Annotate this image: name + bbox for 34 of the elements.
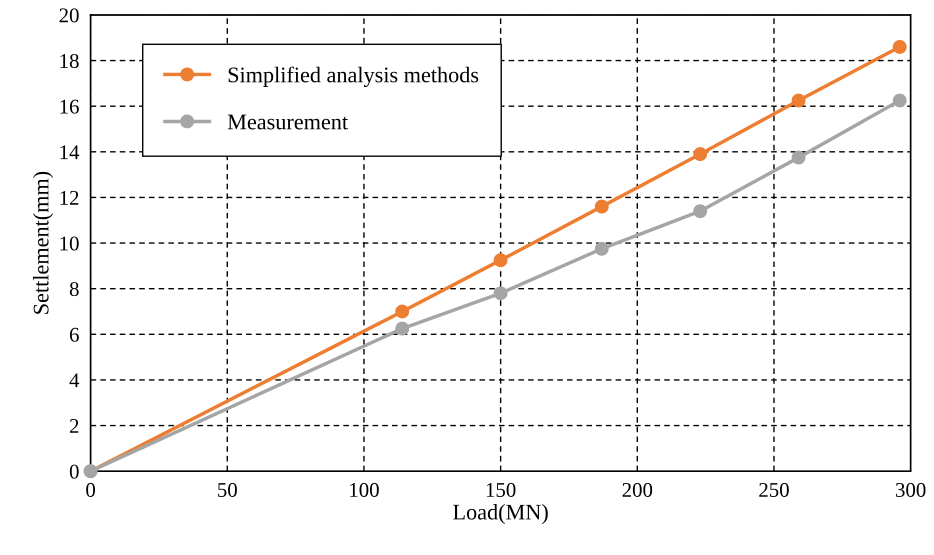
y-tick-label: 0 bbox=[70, 464, 79, 479]
y-tick-label: 12 bbox=[60, 190, 78, 205]
point bbox=[494, 286, 508, 300]
y-tick-label: 14 bbox=[60, 145, 80, 160]
x-tick-label: 150 bbox=[486, 482, 516, 497]
y-tick-label: 20 bbox=[60, 8, 79, 22]
point bbox=[693, 204, 708, 218]
point bbox=[494, 253, 508, 268]
x-tick-label: 300 bbox=[896, 482, 926, 497]
y-tick-label: 8 bbox=[70, 282, 79, 296]
y-tick-label: 10 bbox=[60, 236, 79, 251]
y-tick-label: 6 bbox=[70, 328, 79, 342]
x-tick-label: 200 bbox=[622, 482, 652, 497]
point bbox=[693, 147, 708, 162]
point bbox=[594, 200, 609, 214]
x-axis-title: Load(MN) bbox=[453, 504, 548, 524]
legend-label: Simplified analysis methods bbox=[228, 66, 478, 88]
point bbox=[594, 242, 609, 256]
x-tick-label: 250 bbox=[759, 482, 789, 497]
y-tick-label: 18 bbox=[60, 54, 79, 68]
y-tick-label: 2 bbox=[70, 419, 78, 433]
point bbox=[792, 150, 806, 164]
x-tick-label: 100 bbox=[350, 482, 379, 497]
point bbox=[395, 304, 410, 318]
y-tick-label: 16 bbox=[60, 100, 79, 114]
legend-label: Measurement bbox=[228, 114, 348, 130]
y-tick-label: 4 bbox=[69, 373, 80, 388]
point bbox=[395, 322, 410, 336]
point bbox=[792, 94, 806, 108]
x-tick-label: 0 bbox=[86, 482, 96, 497]
point bbox=[892, 94, 907, 108]
x-tick-label: 50 bbox=[218, 482, 237, 497]
y-axis-title: Settlement(mm) bbox=[32, 172, 54, 314]
point bbox=[892, 40, 907, 54]
